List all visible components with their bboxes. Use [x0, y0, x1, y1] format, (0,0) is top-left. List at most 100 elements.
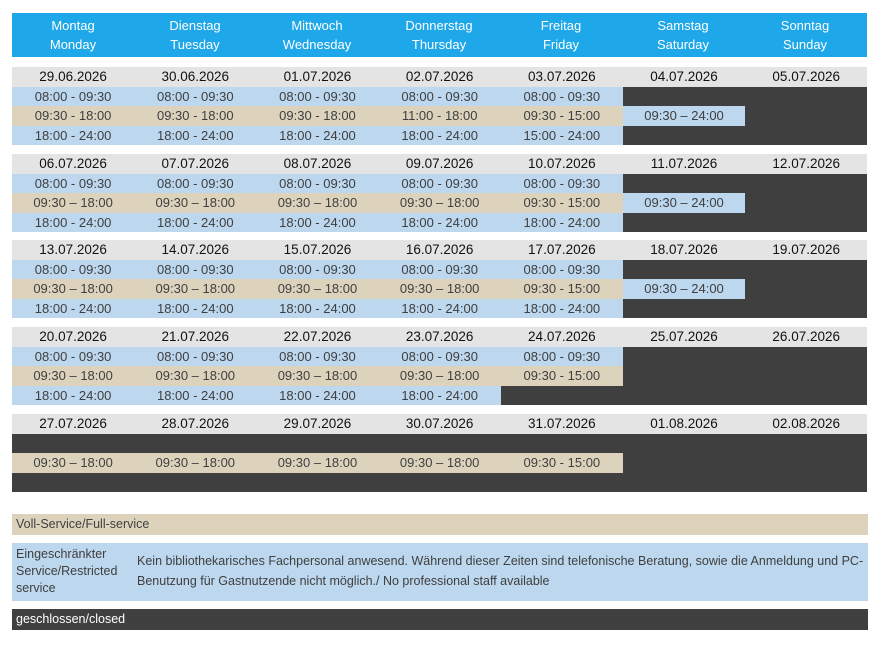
closed-slot [134, 433, 257, 453]
day-name-de: Sonntag [780, 18, 830, 33]
date-cell: 30.06.2026 [134, 67, 257, 87]
date-cell: 30.07.2026 [378, 414, 501, 434]
time-slot-cell: 18:00 - 24:00 [256, 212, 379, 232]
time-slot-cell: 18:00 - 24:00 [256, 385, 379, 405]
time-slot-cell: 08:00 - 09:30 [256, 259, 379, 279]
week-block: 27.07.2026 28.07.2026 29.07.2026 30.07.2026… [12, 414, 868, 492]
day-name-de: Mittwoch [291, 18, 343, 33]
day-name-de: Montag [51, 18, 95, 33]
date-row: 13.07.2026 14.07.2026 15.07.2026 16.07.2026… [12, 240, 868, 260]
time-slot-cell: 18:00 - 24:00 [500, 298, 623, 318]
time-slot-cell: 09:30 - 18:00 [12, 106, 135, 126]
time-slot-cell: 18:00 - 24:00 [134, 212, 257, 232]
closed-slot [622, 433, 746, 453]
date-cell: 02.08.2026 [745, 414, 868, 434]
closed-slot [622, 86, 746, 106]
date-cell: 14.07.2026 [134, 240, 257, 260]
closed-slot [256, 472, 379, 492]
closed-slot [745, 173, 868, 193]
closed-slot [622, 346, 746, 366]
legend-restricted-service: Eingeschränkter Service/Restricted servi… [12, 543, 868, 601]
time-slot-row: 18:00 - 24:00 18:00 - 24:00 18:00 - 24:00 1… [12, 125, 868, 145]
time-slot-cell: 08:00 - 09:30 [256, 86, 379, 106]
date-cell: 31.07.2026 [500, 414, 623, 434]
day-name-en: Monday [49, 37, 97, 52]
time-slot-row: 09:30 – 18:00 09:30 – 18:00 09:30 – 18:00 0… [12, 366, 868, 386]
closed-slot [134, 472, 257, 492]
time-slot-cell: 09:30 - 18:00 [134, 106, 257, 126]
date-cell: 28.07.2026 [134, 414, 257, 434]
time-slot-cell: 09:30 – 24:00 [622, 106, 746, 126]
time-slot-cell: 08:00 - 09:30 [500, 259, 623, 279]
date-cell: 03.07.2026 [500, 67, 623, 87]
day-name-de: Freitag [540, 18, 582, 33]
time-slot-cell: 08:00 - 09:30 [134, 173, 257, 193]
closed-slot [745, 125, 868, 145]
time-slot-cell: 08:00 - 09:30 [256, 346, 379, 366]
closed-slot [12, 472, 135, 492]
closed-slot [256, 433, 379, 453]
week-block: 20.07.2026 21.07.2026 22.07.2026 23.07.2026… [12, 327, 868, 405]
time-slot-cell: 09:30 – 24:00 [622, 193, 746, 213]
time-slot-cell: 18:00 - 24:00 [12, 125, 135, 145]
date-cell: 12.07.2026 [745, 154, 868, 174]
date-cell: 05.07.2026 [745, 67, 868, 87]
time-slot-row: 08:00 - 09:30 08:00 - 09:30 08:00 - 09:30 0… [12, 346, 868, 366]
closed-slot [500, 433, 623, 453]
date-cell: 06.07.2026 [12, 154, 135, 174]
closed-slot [622, 259, 746, 279]
closed-slot [378, 433, 501, 453]
day-header-wed: Mittwoch Wednesday [256, 13, 378, 57]
time-slot-cell: 09:30 – 18:00 [256, 366, 379, 386]
time-slot-cell: 09:30 - 15:00 [500, 366, 623, 386]
time-slot-cell: 08:00 - 09:30 [378, 259, 501, 279]
time-slot-row: 18:00 - 24:00 18:00 - 24:00 18:00 - 24:00 1… [12, 212, 868, 232]
time-slot-cell: 09:30 - 15:00 [500, 106, 623, 126]
closed-slot [745, 472, 868, 492]
time-slot-cell: 08:00 - 09:30 [378, 86, 501, 106]
time-slot-cell: 08:00 - 09:30 [500, 173, 623, 193]
day-name-en: Friday [542, 37, 580, 52]
closed-slot [745, 212, 868, 232]
date-cell: 01.08.2026 [622, 414, 746, 434]
time-slot-cell: 09:30 – 18:00 [134, 453, 257, 473]
day-header-sat: Samstag Saturday [622, 13, 744, 57]
time-slot-row: 18:00 - 24:00 18:00 - 24:00 18:00 - 24:00 1… [12, 385, 868, 405]
time-slot-cell: 08:00 - 09:30 [12, 259, 135, 279]
date-row: 27.07.2026 28.07.2026 29.07.2026 30.07.2026… [12, 414, 868, 434]
legend-restricted-description: Kein bibliothekarisches Fachpersonal anw… [137, 554, 864, 588]
time-slot-cell: 08:00 - 09:30 [500, 86, 623, 106]
time-slot-cell: 09:30 - 15:00 [500, 453, 623, 473]
closed-slot [378, 472, 501, 492]
date-cell: 25.07.2026 [622, 327, 746, 347]
date-cell: 17.07.2026 [500, 240, 623, 260]
time-slot-cell: 08:00 - 09:30 [12, 346, 135, 366]
closed-slot [622, 453, 746, 473]
closed-slot [622, 125, 746, 145]
time-slot-cell: 08:00 - 09:30 [256, 173, 379, 193]
time-slot-cell: 08:00 - 09:30 [500, 346, 623, 366]
date-cell: 09.07.2026 [378, 154, 501, 174]
time-slot-cell: 09:30 – 18:00 [378, 279, 501, 299]
date-cell: 29.06.2026 [12, 67, 135, 87]
closed-slot [622, 212, 746, 232]
legend-closed-label: geschlossen/closed [16, 612, 126, 626]
closed-slot [12, 433, 135, 453]
date-row: 06.07.2026 07.07.2026 08.07.2026 09.07.2026… [12, 154, 868, 174]
date-cell: 11.07.2026 [622, 154, 746, 174]
closed-slot [622, 173, 746, 193]
date-cell: 19.07.2026 [745, 240, 868, 260]
day-name-de: Samstag [657, 18, 709, 33]
date-cell: 16.07.2026 [378, 240, 501, 260]
time-slot-cell: 08:00 - 09:30 [134, 346, 257, 366]
date-cell: 07.07.2026 [134, 154, 257, 174]
day-header-thu: Donnerstag Thursday [378, 13, 500, 57]
legend-full-label: Voll-Service/Full-service [16, 517, 150, 531]
time-slot-cell: 09:30 – 18:00 [134, 193, 257, 213]
time-slot-row: 08:00 - 09:30 08:00 - 09:30 08:00 - 09:30 0… [12, 173, 868, 193]
time-slot-cell: 09:30 - 18:00 [256, 106, 379, 126]
time-slot-row: 08:00 - 09:30 08:00 - 09:30 08:00 - 09:30 0… [12, 259, 868, 279]
closed-slot [745, 106, 868, 126]
time-slot-cell: 09:30 – 18:00 [12, 279, 135, 299]
time-slot-row: 18:00 - 24:00 18:00 - 24:00 18:00 - 24:00 1… [12, 298, 868, 318]
